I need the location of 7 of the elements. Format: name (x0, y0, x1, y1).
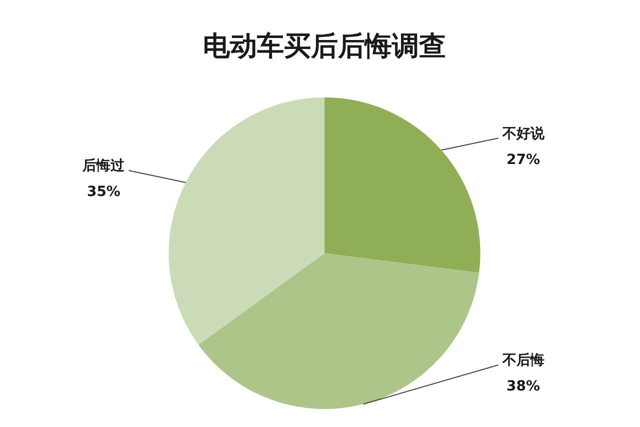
data-label: 35% (86, 184, 120, 200)
slice-label: 不好说 (501, 126, 546, 142)
data-label: 38% (506, 378, 540, 395)
data-label: 27% (506, 152, 540, 168)
chart-title: 电动车买后后悔调查 (203, 31, 446, 62)
slice-label: 后悔过 (82, 157, 126, 174)
slice-label: 不后悔 (501, 352, 544, 369)
